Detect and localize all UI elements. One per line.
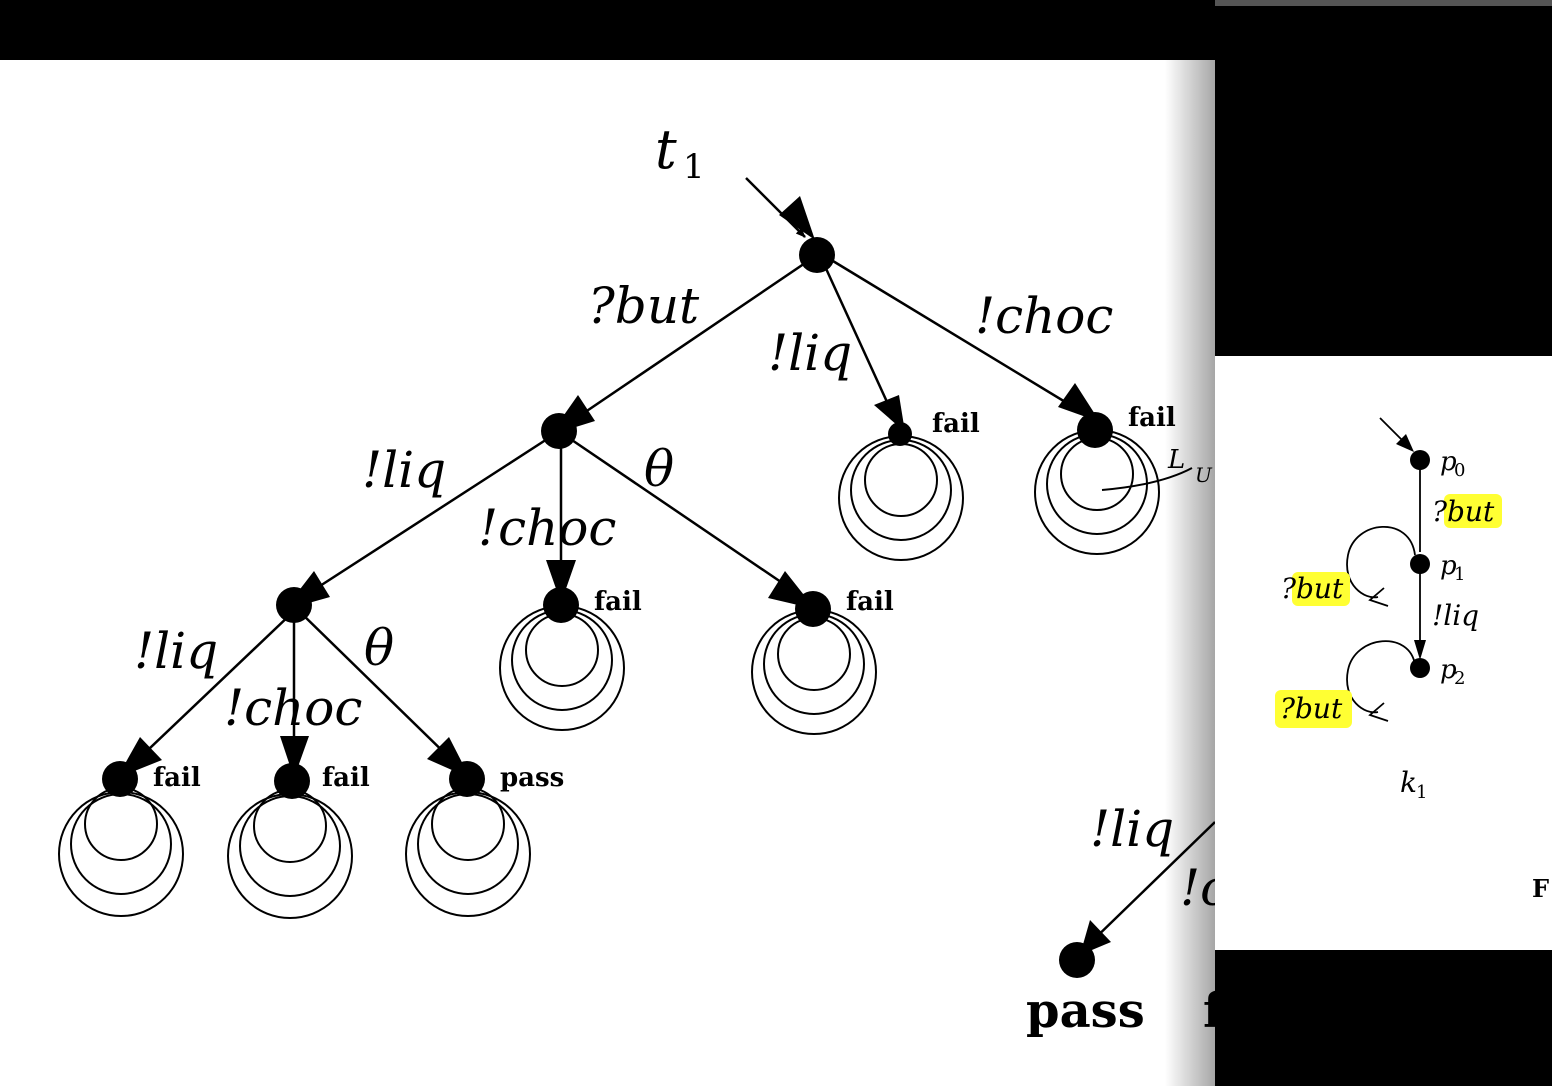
highlight <box>1292 572 1350 606</box>
arrowhead <box>280 736 309 778</box>
edge-n1-liq <box>305 430 559 597</box>
edge-root-choc <box>827 256 1091 419</box>
main-diagram-panel: t 1 ?but !liq !choc !liq !choc θ !liq !c… <box>0 60 1215 1086</box>
label-root-choc: !choc <box>975 287 1113 345</box>
side-diagram-panel: p 0 p 1 p 2 ?but !liq ?but ?but k 1 F <box>1215 356 1552 950</box>
cutoff-label-sub: U <box>1195 463 1213 487</box>
cutoff-curve <box>1101 467 1193 491</box>
highlight <box>1275 690 1352 728</box>
label-n2-theta: θ <box>364 619 394 677</box>
self-loop <box>499 605 625 731</box>
self-loop <box>58 787 184 917</box>
self-loop-p2 <box>1346 640 1416 714</box>
edge-root-liq <box>821 261 900 427</box>
verdict-fail: fail <box>322 763 370 793</box>
arrowhead <box>779 196 815 240</box>
loop-arrow <box>1368 702 1389 722</box>
label-n1-liq: !liq <box>362 441 446 499</box>
cutoff-label: L <box>1167 445 1185 475</box>
state-p1 <box>1410 554 1430 574</box>
verdict-fail: fail <box>932 409 980 439</box>
test-tree-diagram: t 1 ?but !liq !choc !liq !choc θ !liq !c… <box>58 118 1215 1039</box>
label-edge-liq: !liq <box>1432 599 1479 632</box>
state-sub-p0: 0 <box>1454 460 1465 481</box>
state-label-p2: p <box>1440 655 1457 685</box>
verdict-fail: fail <box>846 587 894 617</box>
state-p2 <box>1410 658 1430 678</box>
panel-shadow <box>1165 60 1215 1086</box>
label-edge-but: ?but <box>1432 495 1495 528</box>
arrowhead <box>546 560 576 603</box>
self-loop-p1 <box>1346 525 1416 599</box>
edge-partial-liq <box>1084 821 1215 949</box>
edge-n2-theta <box>299 611 461 769</box>
self-loop <box>1034 429 1160 555</box>
label-root-but: ?but <box>588 277 700 335</box>
state-sub-p2: 2 <box>1454 668 1465 689</box>
label-loop1: ?but <box>1281 572 1344 605</box>
self-loop <box>405 787 531 917</box>
figure-label: F <box>1532 874 1549 903</box>
state-sub-p1: 1 <box>1454 564 1465 585</box>
diagram-caption-sub: 1 <box>1416 782 1427 803</box>
label-n2-choc: !choc <box>224 679 362 737</box>
verdict-fail: fail <box>153 763 201 793</box>
diagram-title: t <box>655 118 677 181</box>
highlight <box>1444 494 1502 528</box>
edge-n1-theta <box>565 434 804 599</box>
verdict-fail: fail <box>1128 403 1176 433</box>
label-n1-choc: !choc <box>478 499 616 557</box>
self-loop <box>751 609 877 735</box>
label-n1-theta: θ <box>644 440 674 498</box>
edge-root-but <box>571 253 818 423</box>
diagram-caption: k <box>1400 766 1417 799</box>
label-n2-liq: !liq <box>134 622 218 680</box>
state-label-p1: p <box>1440 551 1457 581</box>
verdict-partial-pass: pass <box>1026 983 1145 1039</box>
self-loop <box>227 789 353 919</box>
state-fail <box>888 422 912 446</box>
label-loop2: ?but <box>1280 692 1343 725</box>
verdict-fail: fail <box>594 587 642 617</box>
label-partial-choc: !c <box>1180 859 1215 917</box>
state-label-p0: p <box>1440 447 1457 477</box>
arrowhead <box>1058 383 1100 422</box>
loop-arrow <box>1368 587 1389 607</box>
self-loop <box>838 435 964 561</box>
state-root <box>799 237 835 273</box>
entry-edge <box>745 177 806 238</box>
state-n1 <box>541 413 577 449</box>
state-p0 <box>1410 450 1430 470</box>
verdict-pass: pass <box>500 763 564 793</box>
arrowhead <box>1396 434 1414 452</box>
edge-n2-liq <box>128 611 294 769</box>
state-partial-pass <box>1059 942 1095 978</box>
spec-lts-diagram: p 0 p 1 p 2 ?but !liq ?but ?but k 1 F <box>1275 417 1549 903</box>
label-partial-liq: !liq <box>1090 800 1174 858</box>
state-n2 <box>276 587 312 623</box>
label-root-liq: !liq <box>768 324 852 382</box>
diagram-title-sub: 1 <box>683 147 705 187</box>
verdict-partial-f: f <box>1203 983 1215 1039</box>
arrowhead <box>1414 640 1426 660</box>
top-right-strip <box>1215 0 1552 6</box>
